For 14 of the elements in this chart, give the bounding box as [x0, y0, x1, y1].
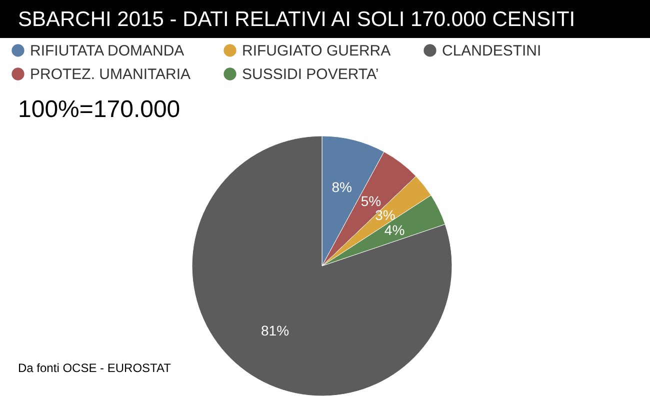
text: 100%=170.000: [18, 96, 180, 123]
text: Da fonti OCSE - EUROSTAT: [18, 361, 172, 375]
data-label: 5%: [360, 192, 382, 209]
pie-slice: [192, 136, 452, 396]
legend-label: RIFUGIATO GUERRA: [242, 42, 391, 60]
legend-label: RIFIUTATA DOMANDA: [30, 42, 184, 60]
legend-label: CLANDESTINI: [442, 42, 542, 60]
data-label: 3%: [375, 207, 396, 224]
chart-title: SBARCHI 2015 - DATI RELATIVI AI SOLI 170.000 CENSITI: [18, 8, 576, 31]
legend-label: PROTEZ. UMANITARIA: [30, 66, 191, 83]
data-label: 81%: [261, 322, 290, 338]
legend-label: SUSSIDI POVERTA’: [242, 66, 379, 83]
data-label: 4%: [384, 222, 405, 238]
data-label: 8%: [332, 178, 352, 195]
